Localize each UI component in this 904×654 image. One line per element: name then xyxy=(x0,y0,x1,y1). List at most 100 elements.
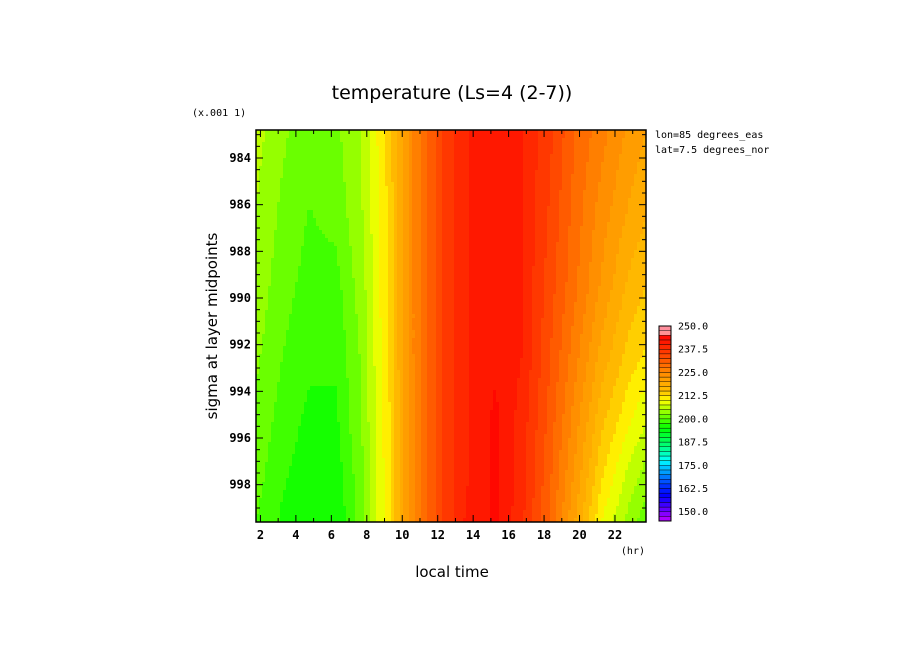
heatmap-cell xyxy=(631,154,635,159)
heatmap-cell xyxy=(607,174,611,179)
heatmap-cell xyxy=(586,162,590,167)
heatmap-cell xyxy=(280,154,284,159)
heatmap-cell xyxy=(577,146,581,151)
heatmap-cell xyxy=(274,154,278,159)
heatmap-cell xyxy=(349,130,353,135)
heatmap-cell xyxy=(556,178,560,183)
heatmap-cell xyxy=(418,166,422,171)
heatmap-cell xyxy=(256,154,260,159)
heatmap-cell xyxy=(457,158,461,163)
heatmap-cell xyxy=(511,130,515,135)
heatmap-cell xyxy=(496,162,500,167)
heatmap-cell xyxy=(571,130,575,135)
heatmap-cell xyxy=(442,162,446,167)
heatmap-cell xyxy=(295,130,299,135)
heatmap-cell xyxy=(451,158,455,163)
heatmap-cell xyxy=(283,174,287,179)
heatmap-cell xyxy=(280,134,284,139)
heatmap-cell xyxy=(304,130,308,135)
heatmap-cell xyxy=(334,178,338,183)
heatmap-cell xyxy=(634,142,638,147)
heatmap-cell xyxy=(481,174,485,179)
heatmap-cell xyxy=(331,146,335,151)
heatmap-cell xyxy=(562,178,566,183)
heatmap-cell xyxy=(298,134,302,139)
heatmap-cell xyxy=(274,158,278,163)
heatmap-cell xyxy=(358,182,362,187)
y-scale-note: (x.001 1) xyxy=(192,108,246,119)
heatmap-cell xyxy=(433,174,437,179)
heatmap-cell xyxy=(628,130,632,135)
heatmap-cell xyxy=(349,166,353,171)
heatmap-cell xyxy=(352,170,356,175)
heatmap-cell xyxy=(586,154,590,159)
heatmap-cell xyxy=(286,130,290,135)
heatmap-cell xyxy=(271,154,275,159)
heatmap-cell xyxy=(445,154,449,159)
heatmap-cell xyxy=(346,142,350,147)
heatmap-cell xyxy=(583,174,587,179)
heatmap-cell xyxy=(580,130,584,135)
heatmap-cell xyxy=(307,138,311,143)
heatmap-cell xyxy=(322,162,326,167)
heatmap-cell xyxy=(568,166,572,171)
heatmap-cell xyxy=(382,178,386,183)
heatmap-cell xyxy=(316,170,320,175)
heatmap-cell xyxy=(364,146,368,151)
heatmap-cell xyxy=(538,178,542,183)
heatmap-cell xyxy=(637,182,641,187)
heatmap-cell xyxy=(358,166,362,171)
heatmap-cell xyxy=(481,162,485,167)
heatmap-cell xyxy=(274,174,278,179)
heatmap-cell xyxy=(595,134,599,139)
heatmap-cell xyxy=(331,138,335,143)
heatmap-cell xyxy=(286,142,290,147)
heatmap-cell xyxy=(463,138,467,143)
heatmap-cell xyxy=(565,154,569,159)
heatmap-cell xyxy=(256,142,260,147)
heatmap-cell xyxy=(478,158,482,163)
heatmap-cell xyxy=(292,154,296,159)
heatmap-cell xyxy=(292,138,296,143)
heatmap-cell xyxy=(469,150,473,155)
heatmap-cell xyxy=(343,134,347,139)
heatmap-cell xyxy=(541,166,545,171)
heatmap-cell xyxy=(514,134,518,139)
heatmap-cell xyxy=(298,154,302,159)
heatmap-cell xyxy=(568,138,572,143)
heatmap-cell xyxy=(313,150,317,155)
heatmap-cell xyxy=(379,150,383,155)
heatmap-cell xyxy=(625,146,629,151)
heatmap-cell xyxy=(622,130,626,135)
heatmap-cell xyxy=(298,178,302,183)
heatmap-cell xyxy=(583,154,587,159)
heatmap-cell xyxy=(571,178,575,183)
heatmap-cell xyxy=(427,178,431,183)
heatmap-cell xyxy=(559,174,563,179)
heatmap-cell xyxy=(442,146,446,151)
heatmap-cell xyxy=(406,182,410,187)
heatmap-cell xyxy=(397,178,401,183)
heatmap-cell xyxy=(340,170,344,175)
heatmap-cell xyxy=(454,158,458,163)
heatmap-cell xyxy=(376,134,380,139)
heatmap-cell xyxy=(565,170,569,175)
heatmap-cell xyxy=(496,178,500,183)
heatmap-cell xyxy=(490,150,494,155)
heatmap-cell xyxy=(370,142,374,147)
heatmap-cell xyxy=(334,174,338,179)
heatmap-cell xyxy=(634,166,638,171)
heatmap-cell xyxy=(544,150,548,155)
heatmap-cell xyxy=(634,130,638,135)
heatmap-cell xyxy=(466,170,470,175)
heatmap-cell xyxy=(424,142,428,147)
heatmap-cell xyxy=(532,158,536,163)
heatmap-cell xyxy=(262,130,266,135)
heatmap-cell xyxy=(520,166,524,171)
heatmap-cell xyxy=(502,158,506,163)
heatmap-cell xyxy=(427,154,431,159)
heatmap-cell xyxy=(466,166,470,171)
heatmap-cell xyxy=(262,154,266,159)
heatmap-cell xyxy=(457,146,461,151)
heatmap-cell xyxy=(496,150,500,155)
